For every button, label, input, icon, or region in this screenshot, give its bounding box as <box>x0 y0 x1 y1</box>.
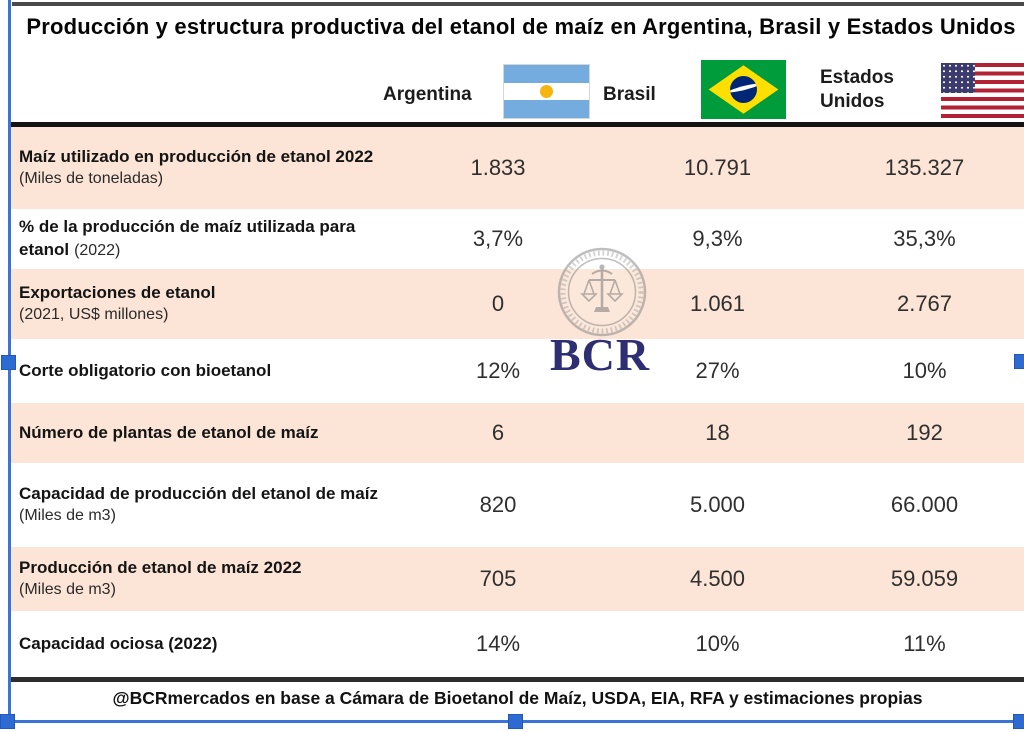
cell-value: 820 <box>479 492 517 517</box>
row-label: Producción de etanol de maíz 2022 (Miles … <box>19 558 302 598</box>
row-label: Corte obligatorio con bioetanol <box>19 360 272 380</box>
row-label: Exportaciones de etanol (2021, US$ millon… <box>19 283 216 323</box>
table-row: Número de plantas de etanol de maíz 6 18… <box>11 403 1024 463</box>
cell-value: 4.500 <box>689 566 746 591</box>
cell-value: 14% <box>475 631 521 656</box>
cell-value: 1.061 <box>689 291 746 316</box>
bcr-watermark-text: BCR <box>549 329 651 380</box>
cell-value: 192 <box>906 420 943 445</box>
cell-value: 12% <box>475 358 521 383</box>
table-title: Producción y estructura productiva del e… <box>26 14 1016 39</box>
cell-value: 59.059 <box>890 566 959 591</box>
cell-value: 6 <box>491 420 505 445</box>
table-row: Capacidad de producción del etanol de ma… <box>11 463 1024 547</box>
row-label: Capacidad de producción del etanol de ma… <box>19 484 378 524</box>
table-top-border <box>12 2 1024 6</box>
argentina-sun-icon <box>540 85 553 98</box>
row-label: Número de plantas de etanol de maíz <box>19 422 319 442</box>
row-label: % de la producción de maíz utilizada par… <box>19 217 356 259</box>
table-row: % de la producción de maíz utilizada par… <box>11 209 1024 269</box>
selection-handle-middle-right[interactable] <box>1014 354 1024 369</box>
header-separator <box>11 122 1024 127</box>
cell-value: 705 <box>479 566 517 591</box>
row-label: Capacidad ociosa (2022) <box>19 633 218 653</box>
brazil-flag-icon <box>701 60 786 119</box>
usa-flag-icon <box>941 63 1024 118</box>
cell-value: 9,3% <box>692 226 743 251</box>
cell-value: 5.000 <box>689 492 746 517</box>
cell-value: 0 <box>491 291 505 316</box>
column-header-argentina: Argentina <box>383 84 472 105</box>
cell-value: 11% <box>903 631 946 656</box>
selection-handle-bottom-center[interactable] <box>508 714 523 729</box>
cell-value: 27% <box>695 358 740 383</box>
table-row: Exportaciones de etanol (2021, US$ millon… <box>11 269 1024 339</box>
selection-handle-bottom-left[interactable] <box>0 714 15 729</box>
table-body: Maíz utilizado en producción de etanol 2… <box>11 127 1024 677</box>
cell-value: 18 <box>705 420 730 445</box>
footer-separator <box>11 677 1024 682</box>
cell-value: 1.833 <box>470 155 526 180</box>
cell-value: 10% <box>695 631 740 656</box>
selection-handle-bottom-right[interactable] <box>1013 714 1024 729</box>
table-row: Maíz utilizado en producción de etanol 2… <box>11 127 1024 209</box>
row-label: Maíz utilizado en producción de etanol 2… <box>19 147 374 187</box>
argentina-flag-icon <box>503 64 590 119</box>
column-header-brasil: Brasil <box>603 84 656 105</box>
cell-value: 10.791 <box>683 155 752 180</box>
cell-value: 3,7% <box>472 226 524 251</box>
table-row: Producción de etanol de maíz 2022 (Miles … <box>11 547 1024 611</box>
cell-value: 10% <box>902 358 947 383</box>
selection-handle-middle-left[interactable] <box>1 355 16 370</box>
cell-value: 135.327 <box>884 155 965 180</box>
cell-value: 35,3% <box>893 226 956 251</box>
table-row: Corte obligatorio con bioetanol 12% 27% … <box>11 339 1024 403</box>
column-header-estados-unidos: Estados Unidos <box>820 67 894 112</box>
cell-value: 2.767 <box>896 291 953 316</box>
source-attribution: @BCRmercados en base a Cámara de Bioetan… <box>112 688 923 708</box>
bcr-seal-icon <box>557 247 647 337</box>
cell-value: 66.000 <box>890 492 959 517</box>
table-row: Capacidad ociosa (2022) 14% 10% 11% <box>11 611 1024 677</box>
